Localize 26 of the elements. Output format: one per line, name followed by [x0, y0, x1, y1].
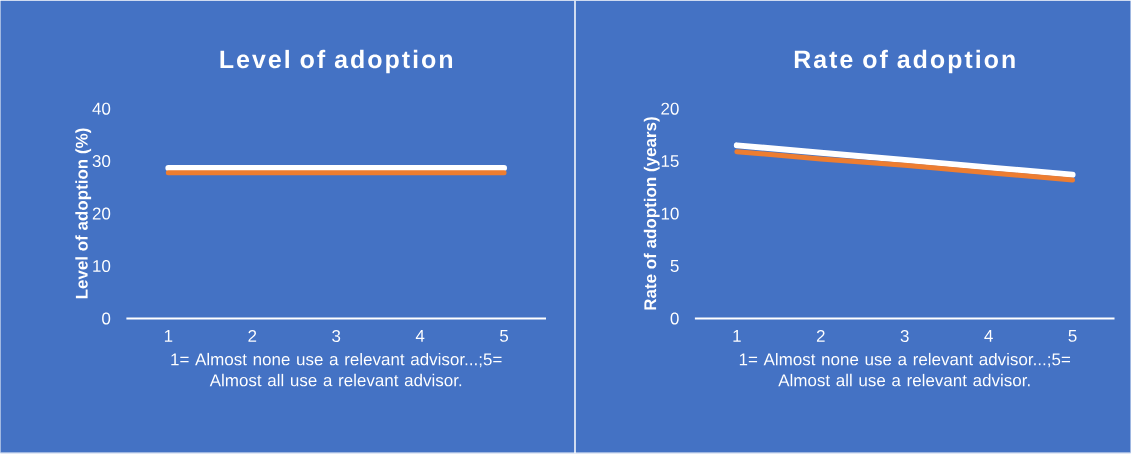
chart-title: Rate of adoption [794, 49, 1015, 74]
chart-title: Level of adoption [220, 49, 453, 74]
x-axis-title: 1= Almost none use a relevant advisor...;5= Almost all use a relevant advisor. [171, 352, 502, 387]
y-tick-label: 5 [670, 260, 679, 272]
x-tick-label: 4 [415, 329, 425, 342]
y-tick-label: 0 [102, 312, 111, 325]
x-tick-label: 2 [816, 329, 825, 342]
y-tick-label: 40 [92, 102, 111, 115]
y-tick-label: 30 [92, 155, 111, 168]
y-tick-label: 20 [661, 102, 679, 115]
y-tick-label: 15 [661, 155, 679, 167]
x-tick-label: 1 [164, 329, 173, 342]
x-tick-label: 3 [332, 329, 341, 342]
y-axis-title: Level of adoption (%) [75, 128, 92, 299]
y-axis-title: Rate of adoption (years) [643, 117, 660, 310]
x-tick-label: 3 [900, 329, 909, 342]
x-axis-title: 1= Almost none use a relevant advisor...;5= Almost all use a relevant advisor. [739, 352, 1071, 387]
y-tick-label: 10 [661, 207, 679, 220]
x-tick-label: 5 [1068, 329, 1077, 342]
y-tick-label: 10 [93, 259, 111, 272]
y-tick-label: 20 [92, 207, 111, 220]
x-tick-label: 1 [733, 329, 741, 342]
x-tick-label: 2 [248, 329, 257, 342]
x-tick-label: 4 [984, 329, 993, 342]
x-tick-label: 5 [500, 329, 509, 342]
y-tick-label: 0 [670, 312, 679, 325]
